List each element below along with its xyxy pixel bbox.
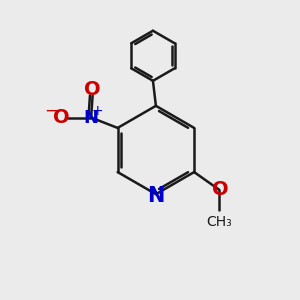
Text: CH₃: CH₃ — [206, 215, 232, 229]
Text: N: N — [84, 109, 99, 127]
Text: O: O — [53, 108, 69, 127]
Text: −: − — [44, 101, 58, 119]
Text: N: N — [147, 186, 165, 206]
Text: O: O — [84, 80, 101, 98]
Text: O: O — [212, 180, 229, 199]
Text: +: + — [92, 104, 103, 118]
